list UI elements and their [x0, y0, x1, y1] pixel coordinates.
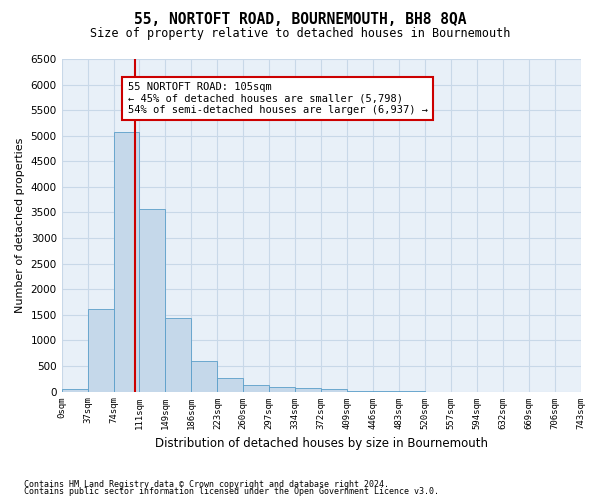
Text: 55 NORTOFT ROAD: 105sqm
← 45% of detached houses are smaller (5,798)
54% of semi: 55 NORTOFT ROAD: 105sqm ← 45% of detache…	[128, 82, 428, 115]
Y-axis label: Number of detached properties: Number of detached properties	[15, 138, 25, 313]
Bar	[217, 378, 243, 392]
Bar	[243, 386, 269, 392]
Bar	[139, 210, 166, 392]
Text: 55, NORTOFT ROAD, BOURNEMOUTH, BH8 8QA: 55, NORTOFT ROAD, BOURNEMOUTH, BH8 8QA	[134, 12, 466, 28]
Text: Size of property relative to detached houses in Bournemouth: Size of property relative to detached ho…	[90, 28, 510, 40]
Bar	[321, 389, 347, 392]
Text: Contains public sector information licensed under the Open Government Licence v3: Contains public sector information licen…	[24, 487, 439, 496]
Bar	[269, 388, 295, 392]
Text: Contains HM Land Registry data © Crown copyright and database right 2024.: Contains HM Land Registry data © Crown c…	[24, 480, 389, 489]
X-axis label: Distribution of detached houses by size in Bournemouth: Distribution of detached houses by size …	[155, 437, 488, 450]
Bar	[113, 132, 139, 392]
Bar	[88, 308, 113, 392]
Bar	[295, 388, 321, 392]
Bar	[191, 362, 217, 392]
Bar	[166, 318, 191, 392]
Bar	[62, 389, 88, 392]
